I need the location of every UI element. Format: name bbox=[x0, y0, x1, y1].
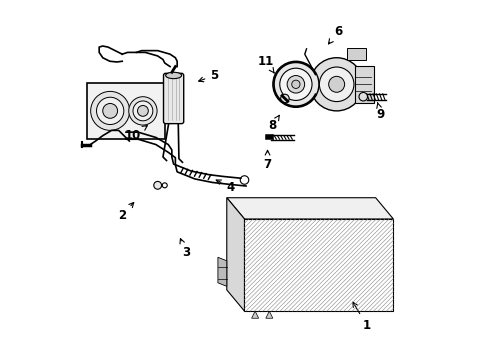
Text: 3: 3 bbox=[180, 239, 190, 259]
Polygon shape bbox=[244, 219, 392, 311]
Circle shape bbox=[96, 97, 123, 125]
Circle shape bbox=[137, 105, 148, 116]
Text: 5: 5 bbox=[198, 69, 218, 82]
FancyBboxPatch shape bbox=[346, 48, 365, 60]
Text: 6: 6 bbox=[328, 24, 342, 44]
Circle shape bbox=[279, 68, 311, 100]
Text: 10: 10 bbox=[124, 126, 147, 142]
Circle shape bbox=[133, 101, 153, 121]
FancyBboxPatch shape bbox=[163, 73, 183, 123]
Polygon shape bbox=[251, 311, 258, 318]
Circle shape bbox=[280, 94, 288, 103]
Text: 2: 2 bbox=[118, 203, 133, 222]
Polygon shape bbox=[226, 198, 244, 311]
Text: 8: 8 bbox=[268, 115, 279, 131]
Circle shape bbox=[153, 181, 161, 189]
Ellipse shape bbox=[165, 72, 181, 78]
Text: 11: 11 bbox=[257, 55, 274, 73]
Text: 4: 4 bbox=[216, 180, 234, 194]
Polygon shape bbox=[226, 198, 392, 219]
Text: 7: 7 bbox=[263, 150, 271, 171]
Circle shape bbox=[90, 91, 129, 130]
Circle shape bbox=[309, 58, 363, 111]
FancyBboxPatch shape bbox=[354, 66, 373, 103]
Circle shape bbox=[286, 76, 304, 93]
Circle shape bbox=[328, 76, 344, 92]
Text: 1: 1 bbox=[352, 302, 370, 332]
Circle shape bbox=[128, 97, 157, 125]
Text: 9: 9 bbox=[376, 103, 384, 121]
Polygon shape bbox=[218, 257, 226, 286]
Polygon shape bbox=[265, 311, 272, 318]
Circle shape bbox=[102, 103, 117, 118]
Bar bbox=[86, 82, 164, 139]
Circle shape bbox=[319, 67, 353, 102]
Circle shape bbox=[272, 61, 318, 107]
Circle shape bbox=[358, 93, 367, 101]
Circle shape bbox=[291, 80, 300, 89]
